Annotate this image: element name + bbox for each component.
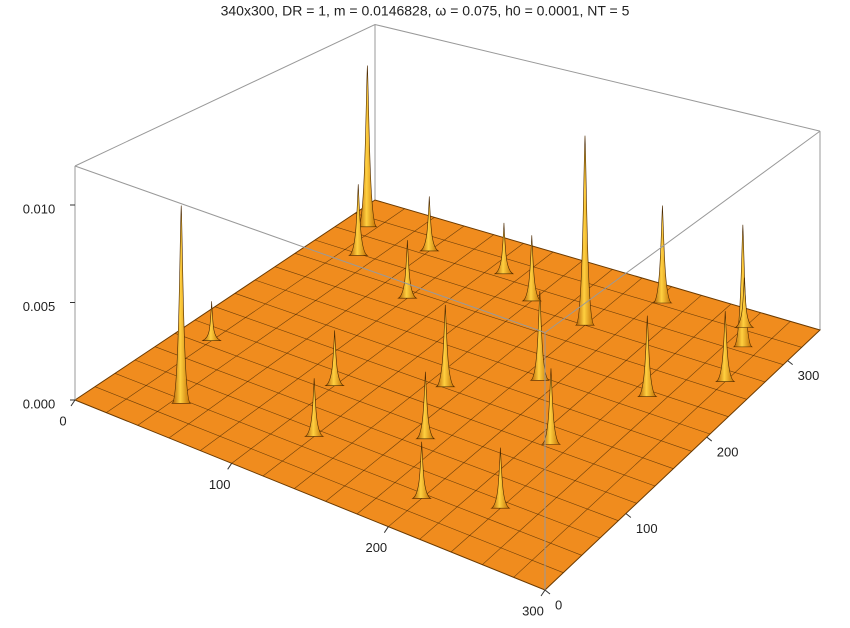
grid-line [513, 321, 791, 578]
tick-mark [70, 399, 76, 407]
chart-title: 340x300, DR = 1, m = 0.0146828, ω = 0.07… [221, 3, 630, 19]
peak [419, 196, 440, 252]
box-edge [74, 130, 821, 334]
y-tick-label: 100 [636, 521, 658, 536]
grid-line [168, 225, 465, 439]
grid-line [482, 312, 761, 565]
z-tick-label: 0.010 [23, 201, 56, 216]
y-tick-label: 0 [555, 597, 562, 612]
tick-mark [544, 589, 551, 595]
tick-mark [383, 526, 389, 533]
peak [415, 371, 436, 440]
peak [357, 65, 378, 228]
grid-line [334, 226, 784, 365]
grid-line [94, 386, 564, 573]
x-tick-label: 0 [59, 413, 66, 428]
peak [715, 311, 736, 382]
grid-line [114, 373, 582, 556]
y-tick-label: 300 [798, 368, 820, 383]
peak [521, 235, 542, 302]
z-tick-label: 0.000 [23, 396, 56, 411]
peak [201, 301, 222, 341]
peak [171, 205, 192, 404]
peak [652, 205, 673, 304]
x-tick-label: 100 [209, 477, 231, 492]
tick-mark [540, 589, 546, 597]
x-tick-label: 300 [522, 603, 544, 618]
grid-line [325, 269, 613, 502]
grid-line [388, 286, 672, 527]
box-edge [74, 23, 821, 167]
peak [493, 222, 515, 275]
peak [411, 441, 432, 499]
grid-line [294, 253, 747, 400]
grid-line [134, 359, 601, 539]
peak [732, 224, 753, 348]
grid-line [214, 306, 674, 469]
grid-line [450, 303, 732, 553]
grid-line [262, 251, 554, 477]
peak [348, 184, 369, 256]
peak [490, 447, 511, 509]
peak [435, 304, 456, 388]
peak [397, 240, 418, 299]
peak [304, 378, 325, 437]
tick-mark [787, 360, 793, 365]
grid-line [231, 243, 524, 464]
tick-mark [706, 436, 713, 442]
tick-mark [625, 513, 632, 518]
peak [324, 330, 345, 386]
tick-mark [227, 463, 233, 470]
peak [574, 135, 596, 326]
grid-line [234, 293, 692, 452]
grid-line [254, 279, 711, 435]
grid-line [200, 234, 494, 451]
grid-line [174, 333, 637, 504]
peak [540, 368, 562, 445]
grid-line [419, 295, 702, 540]
peak [734, 277, 755, 328]
y-tick-label: 200 [717, 444, 739, 459]
x-tick-label: 200 [365, 540, 387, 555]
z-tick-label: 0.005 [23, 299, 56, 314]
grid-line [154, 346, 619, 521]
peak [637, 315, 658, 397]
grid-line [356, 277, 643, 515]
